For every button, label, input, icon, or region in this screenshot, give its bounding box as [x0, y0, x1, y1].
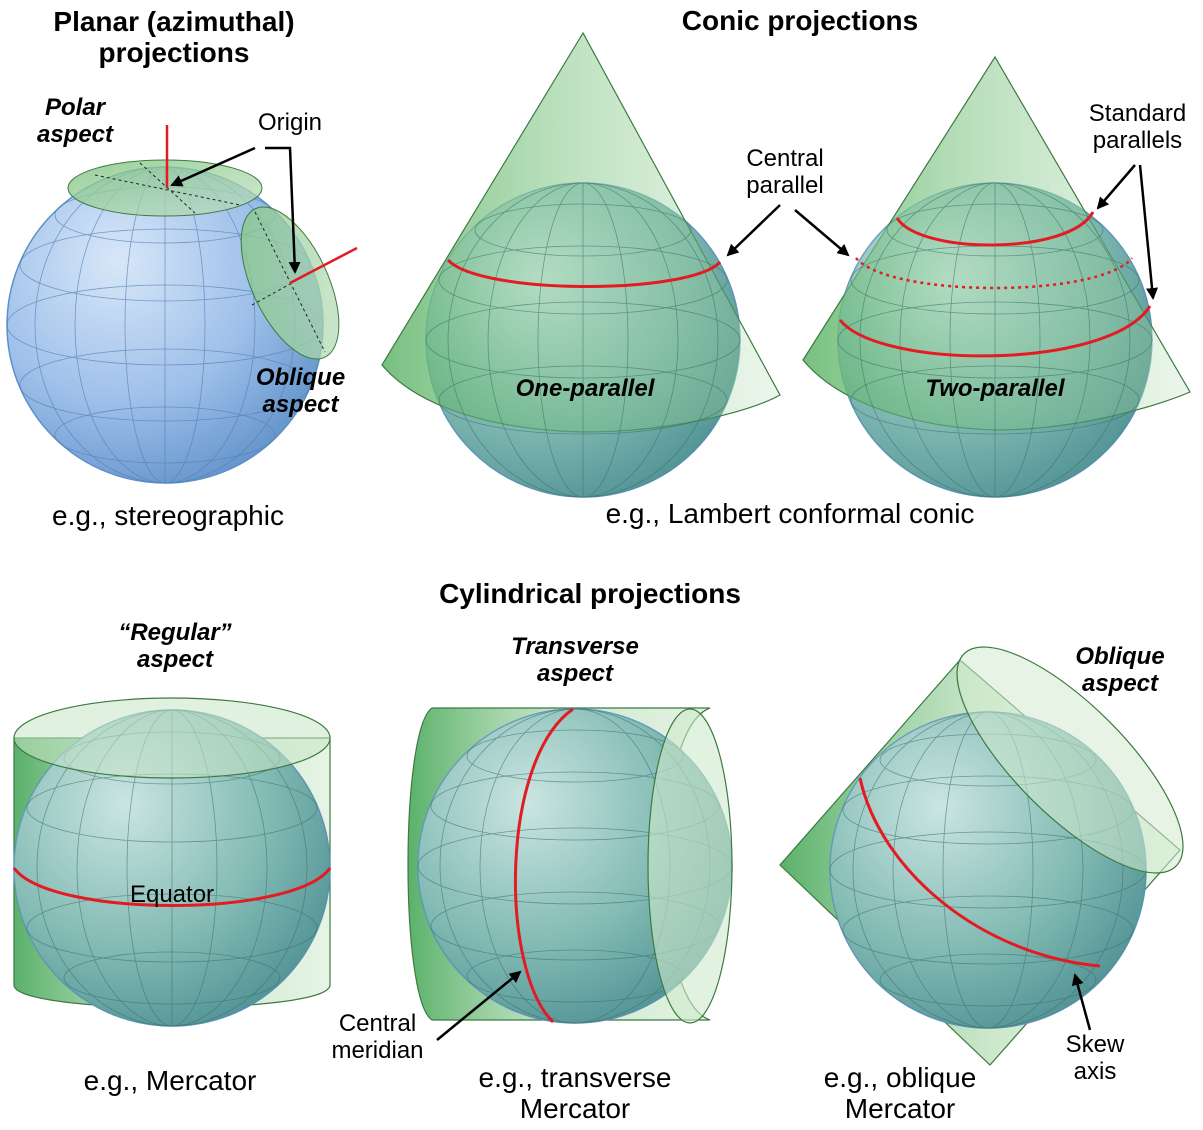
- transverse-example-line1: e.g., transverse: [478, 1062, 672, 1093]
- central-meridian-line2: meridian: [331, 1036, 424, 1064]
- transverse-aspect-line2: aspect: [536, 659, 614, 687]
- oblique-cyl-line1: Oblique: [1075, 643, 1165, 670]
- conic-one-parallel: [381, 31, 781, 498]
- oblique-cyl-line2: aspect: [1081, 669, 1159, 697]
- planar-section: [6, 125, 358, 484]
- cylindrical-title: Cylindrical projections: [439, 578, 741, 609]
- cyl-transverse: [407, 707, 733, 1041]
- conic2-upper-standard-parallel: [895, 211, 1095, 247]
- standard-parallels-line2: parallels: [1092, 126, 1183, 154]
- skew-line: [858, 777, 1101, 968]
- transverse-example-line2: Mercator: [519, 1093, 631, 1125]
- transverse-cylinder-end: [647, 708, 733, 1024]
- oblique-example-line2: Mercator: [844, 1093, 956, 1125]
- central-meridian-arrow: [436, 970, 522, 1041]
- oblique-planar-line2: aspect: [262, 390, 339, 418]
- polar-plane: [67, 159, 263, 217]
- oblique-cylinder-end: [956, 646, 1184, 874]
- polar-aspect-line1: Polar: [44, 94, 106, 121]
- two-parallel-label: Two-parallel: [925, 375, 1065, 402]
- conic-arrows: [726, 164, 1158, 300]
- standard-parallels-line1: Standard: [1088, 100, 1187, 127]
- conic1-central-parallel: [446, 258, 722, 288]
- regular-aspect-line2: aspect: [136, 645, 214, 673]
- regular-example: e.g., Mercator: [83, 1065, 257, 1096]
- transverse-aspect-line1: Transverse: [511, 633, 639, 660]
- planar-title-line2: projections: [98, 37, 250, 69]
- conic-two-parallel: [802, 55, 1191, 498]
- one-parallel-label: One-parallel: [515, 375, 655, 402]
- planar-title-line1: Planar (azimuthal): [53, 6, 295, 37]
- skew-axis-line2: axis: [1073, 1057, 1117, 1085]
- origin-arrow-oblique: [265, 146, 301, 274]
- regular-cylinder-top: [13, 697, 331, 779]
- conic2-lower-standard-parallel: [838, 305, 1152, 358]
- oblique-planar-line1: Oblique: [255, 364, 346, 391]
- conic-example: e.g., Lambert conformal conic: [605, 498, 975, 529]
- equator-label: Equator: [129, 881, 215, 908]
- cyl-oblique: [779, 646, 1184, 1066]
- conic-central-line1: Central: [746, 145, 824, 172]
- skew-arrow: [1071, 973, 1092, 1031]
- central-meridian-line1: Central: [338, 1010, 417, 1037]
- equator-line: [12, 867, 332, 907]
- origin-arrow-polar: [170, 146, 256, 187]
- planar-example: e.g., stereographic: [52, 500, 284, 531]
- central-meridian-line: [513, 707, 574, 1024]
- cyl-regular: [12, 697, 332, 1027]
- oblique-example-line1: e.g., oblique: [823, 1062, 977, 1093]
- oblique-axis-line: [289, 246, 358, 285]
- skew-axis-line1: Skew: [1065, 1031, 1125, 1058]
- regular-aspect-line1: “Regular”: [118, 619, 232, 646]
- conic-title: Conic projections: [681, 5, 919, 36]
- conic-central-line2: parallel: [746, 171, 824, 199]
- polar-aspect-line2: aspect: [36, 120, 114, 148]
- origin-label: Origin: [257, 109, 323, 136]
